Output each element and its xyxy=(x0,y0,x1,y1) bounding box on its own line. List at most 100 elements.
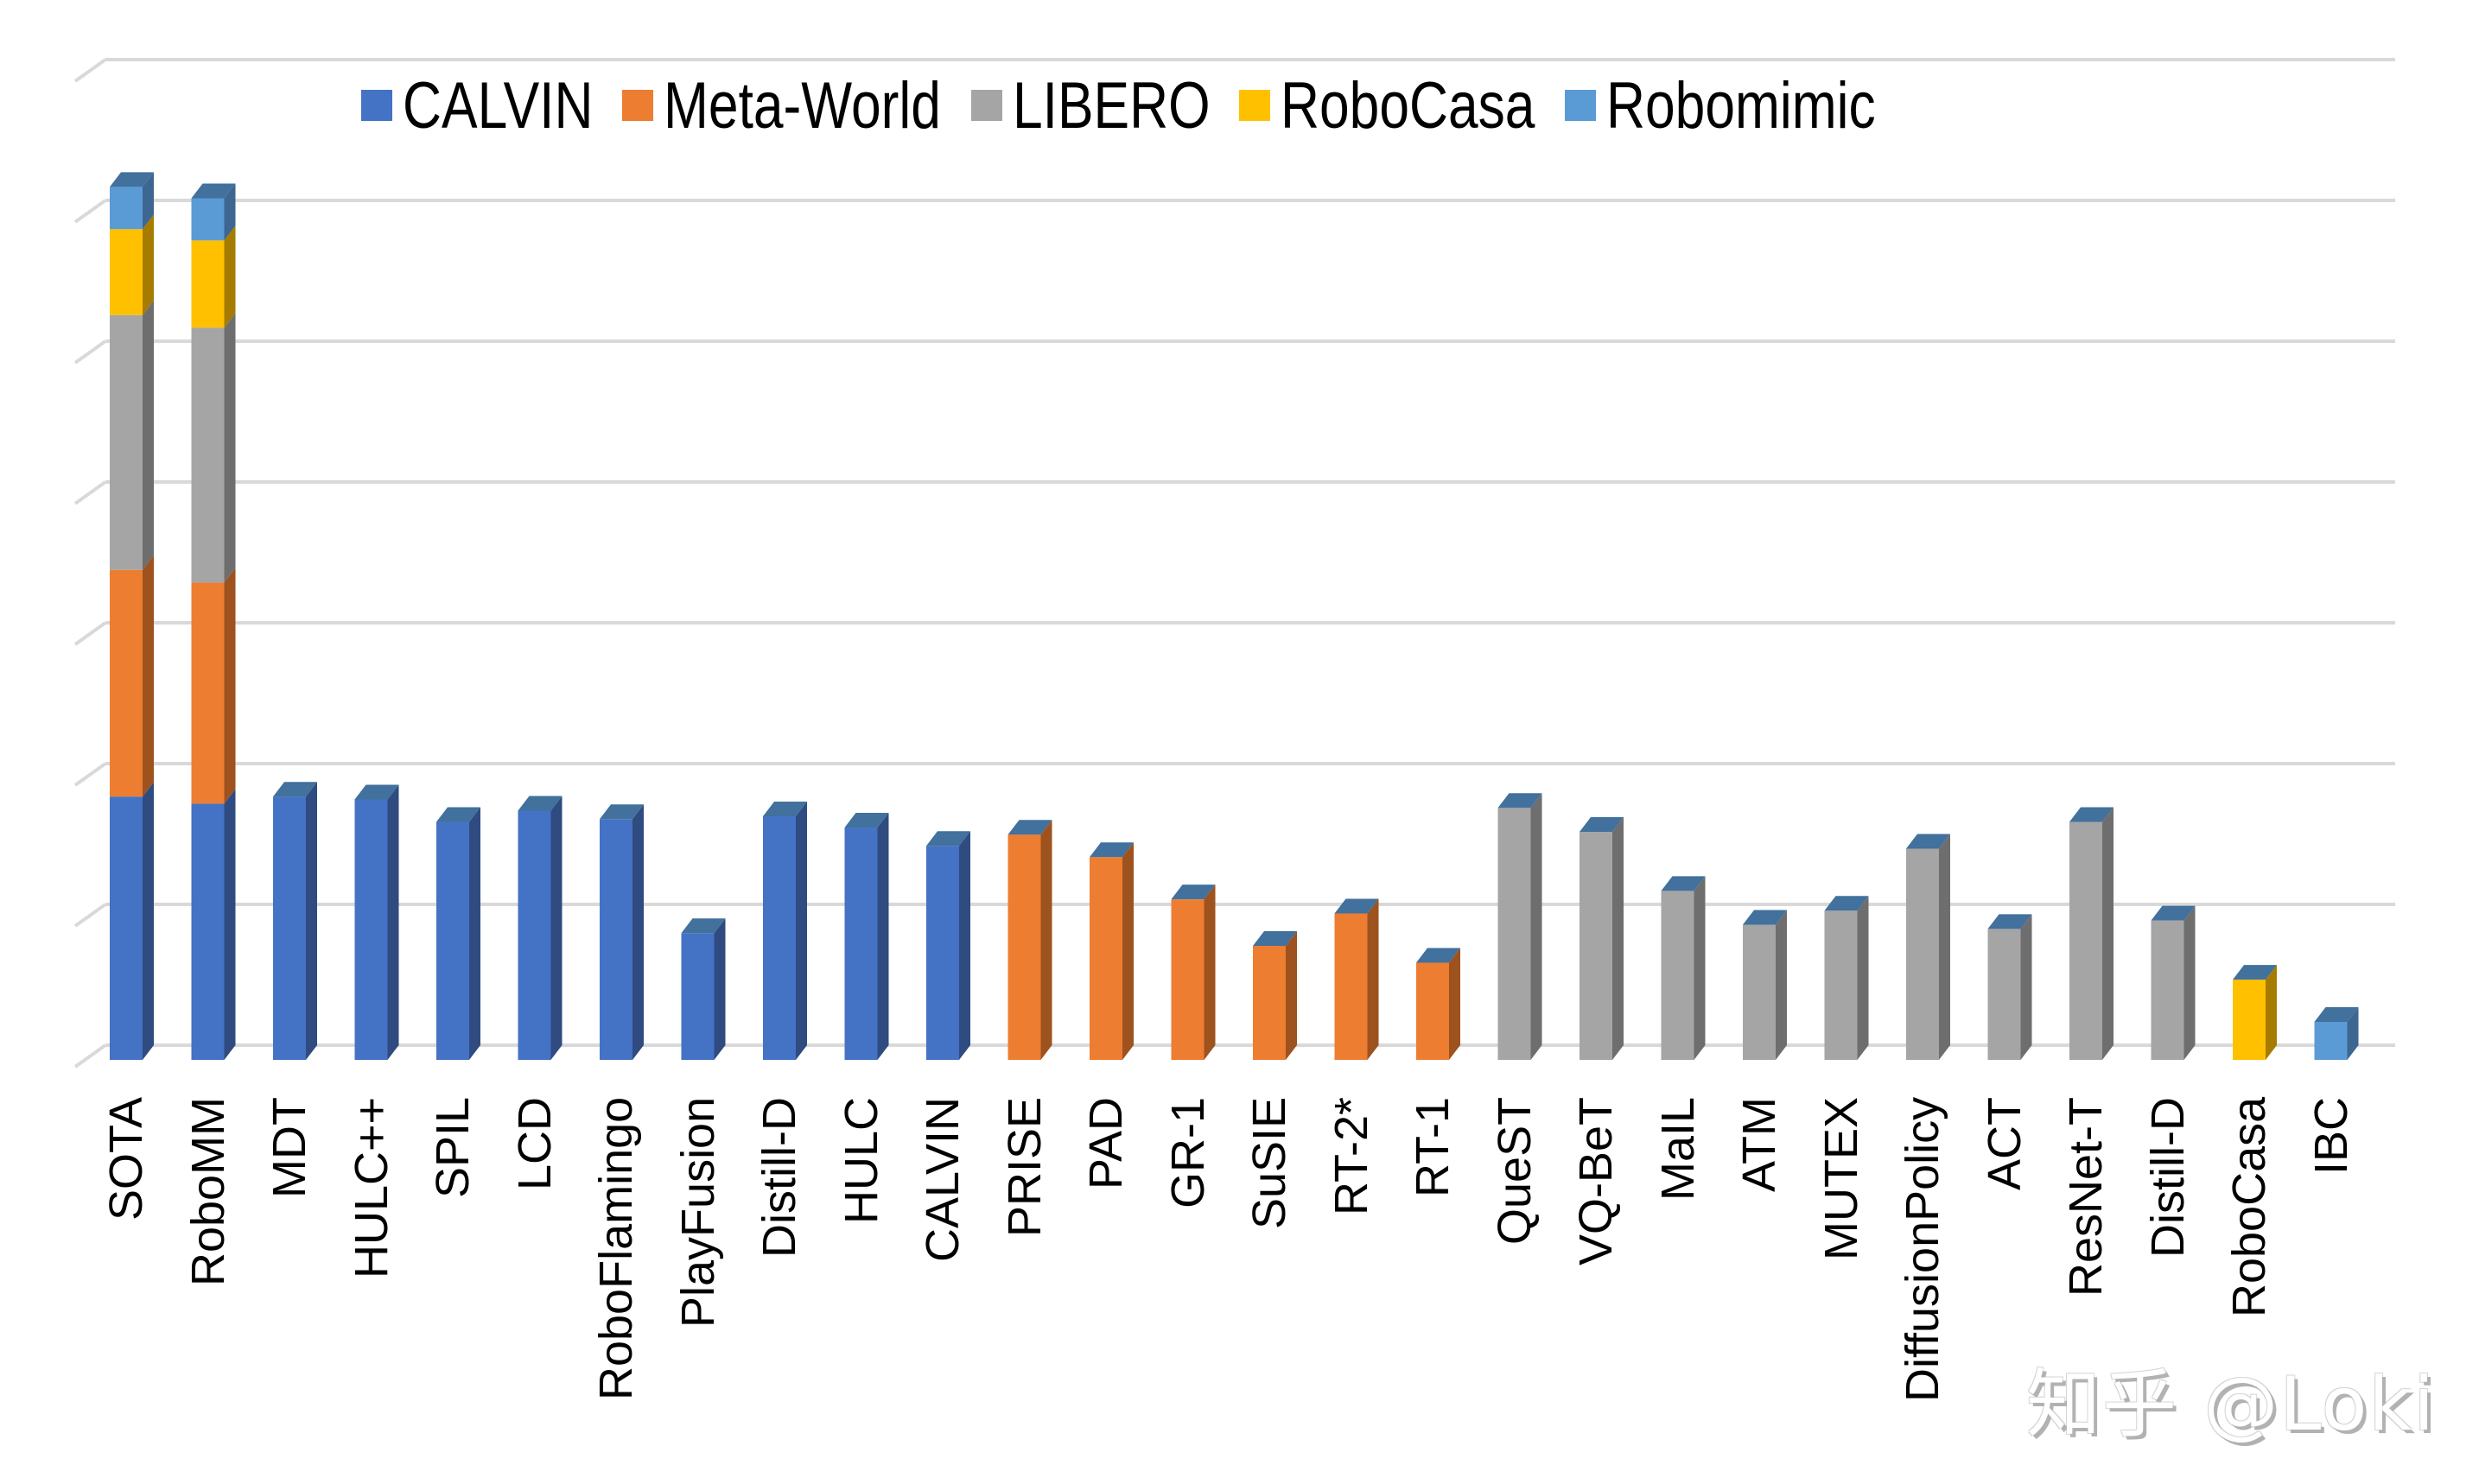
bar-side-libero xyxy=(2183,905,2196,1060)
x-axis-label: Distill-D xyxy=(753,1097,805,1258)
bar-side-meta-world xyxy=(224,568,236,804)
x-axis-label: VQ-BeT xyxy=(1570,1096,1622,1265)
bar-segment-meta-world xyxy=(1334,913,1368,1060)
bar-quest xyxy=(1497,793,1542,1060)
gridline-depth xyxy=(73,762,107,787)
bar-resnet-t xyxy=(2069,807,2114,1060)
legend-item-robocasa: RoboCasa xyxy=(1239,68,1535,143)
bar-side-libero xyxy=(1776,910,1787,1060)
bar-segment-calvin xyxy=(600,819,632,1060)
bar-segment-libero xyxy=(1497,808,1531,1060)
bar-side-libero xyxy=(1694,876,1706,1060)
bar-robocasa xyxy=(2233,965,2277,1060)
bar-side-libero xyxy=(1939,834,1950,1060)
bar-calvin xyxy=(926,831,970,1060)
x-axis-label: RoboFlamingo xyxy=(590,1096,642,1400)
bar-side-robomimic xyxy=(2347,1006,2359,1060)
x-axis-label: MUTEX xyxy=(1815,1097,1867,1260)
bar-top-face xyxy=(600,804,644,820)
gridline-depth xyxy=(73,480,107,505)
bar-top-face xyxy=(354,784,399,800)
bar-top-face xyxy=(1090,842,1134,858)
x-axis-label: RT-1 xyxy=(1407,1096,1459,1197)
bar-distill-d xyxy=(2151,905,2196,1060)
bar-side-calvin xyxy=(143,782,154,1060)
bar-side-calvin xyxy=(796,802,807,1060)
bar-lcd xyxy=(518,796,563,1060)
bar-top-face xyxy=(1416,948,1460,963)
gridline-depth xyxy=(73,1043,107,1069)
bar-segment-meta-world xyxy=(1171,899,1205,1060)
bar-segment-meta-world xyxy=(1253,945,1286,1060)
bar-top-face xyxy=(2069,807,2114,822)
bar-top-face xyxy=(844,813,889,828)
bar-side-meta-world xyxy=(1286,930,1297,1060)
bar-ibc xyxy=(2314,1006,2359,1060)
x-axis-label: ACT xyxy=(1978,1097,2031,1190)
bar-top-face xyxy=(681,918,726,934)
legend-label: CALVIN xyxy=(403,68,594,143)
bar-top-face xyxy=(1253,930,1297,946)
bar-segment-robocasa xyxy=(2233,980,2266,1060)
x-axis-label: RoboCasa xyxy=(2223,1096,2275,1317)
bar-top-face xyxy=(1334,898,1379,914)
x-axis-label: QueST xyxy=(1488,1096,1541,1245)
gridline-depth xyxy=(73,621,107,646)
bar-side-calvin xyxy=(224,789,236,1060)
x-axis-label: ATM xyxy=(1733,1097,1785,1192)
x-axis-label: PRISE xyxy=(998,1096,1051,1237)
bar-diffusionpolicy xyxy=(1906,834,1950,1060)
bar-segment-libero xyxy=(1987,929,2021,1060)
bar-top-face xyxy=(2151,905,2196,921)
bar-side-robocasa xyxy=(143,214,154,315)
bar-top-face xyxy=(1580,816,1624,832)
x-axis-label: SPIL xyxy=(427,1096,479,1198)
bar-top-face xyxy=(436,807,480,822)
bar-segment-robomimic xyxy=(2314,1021,2348,1060)
bar-segment-robocasa xyxy=(110,229,143,315)
bar-segment-meta-world xyxy=(191,582,225,804)
bar-segment-calvin xyxy=(763,816,796,1060)
bar-segment-meta-world xyxy=(1090,857,1122,1060)
legend-swatch-icon xyxy=(361,90,392,121)
gridline-depth xyxy=(73,339,107,365)
x-axis-label: MDT xyxy=(264,1097,315,1198)
bar-segment-calvin xyxy=(191,803,225,1060)
bar-side-calvin xyxy=(877,813,889,1060)
x-axis-label: PAD xyxy=(1080,1096,1132,1189)
bar-segment-calvin xyxy=(110,796,143,1060)
bar-prise xyxy=(1007,820,1052,1060)
legend-item-meta-world: Meta-World xyxy=(622,68,941,143)
bar-distill-d xyxy=(763,802,807,1060)
bar-vq-bet xyxy=(1580,816,1624,1060)
bar-top-face xyxy=(1661,876,1706,891)
x-axis-label: PlayFusion xyxy=(671,1096,724,1328)
bar-segment-meta-world xyxy=(110,569,143,797)
legend-label: RoboCasa xyxy=(1281,68,1535,143)
bar-susie xyxy=(1253,930,1297,1060)
bar-top-face xyxy=(2314,1006,2359,1022)
bar-side-meta-world xyxy=(143,555,154,797)
bar-act xyxy=(1987,914,2032,1060)
legend-item-calvin: CALVIN xyxy=(361,68,594,143)
gridlines xyxy=(73,58,2395,1069)
bar-side-calvin xyxy=(306,782,317,1060)
bar-segment-calvin xyxy=(681,933,715,1060)
x-axis-label: SuSIE xyxy=(1243,1096,1295,1229)
bar-top-face xyxy=(2233,965,2277,980)
bar-side-libero xyxy=(2102,807,2114,1060)
bar-side-calvin xyxy=(714,918,726,1060)
bar-top-face xyxy=(1171,885,1216,900)
bar-segment-calvin xyxy=(926,846,959,1060)
x-axis-label: SOTA xyxy=(100,1096,152,1221)
bar-segment-meta-world xyxy=(1416,962,1449,1060)
bar-top-face xyxy=(518,796,563,811)
watermark: 知乎 @Loki xyxy=(2026,1361,2437,1448)
x-axis-label: RoboMM xyxy=(181,1096,234,1286)
bar-mdt xyxy=(273,782,317,1060)
bar-atm xyxy=(1743,910,1787,1060)
x-axis-label: HULC xyxy=(835,1096,887,1224)
bar-playfusion xyxy=(681,918,726,1060)
bar-mail xyxy=(1661,876,1706,1060)
bar-top-face xyxy=(191,183,236,199)
